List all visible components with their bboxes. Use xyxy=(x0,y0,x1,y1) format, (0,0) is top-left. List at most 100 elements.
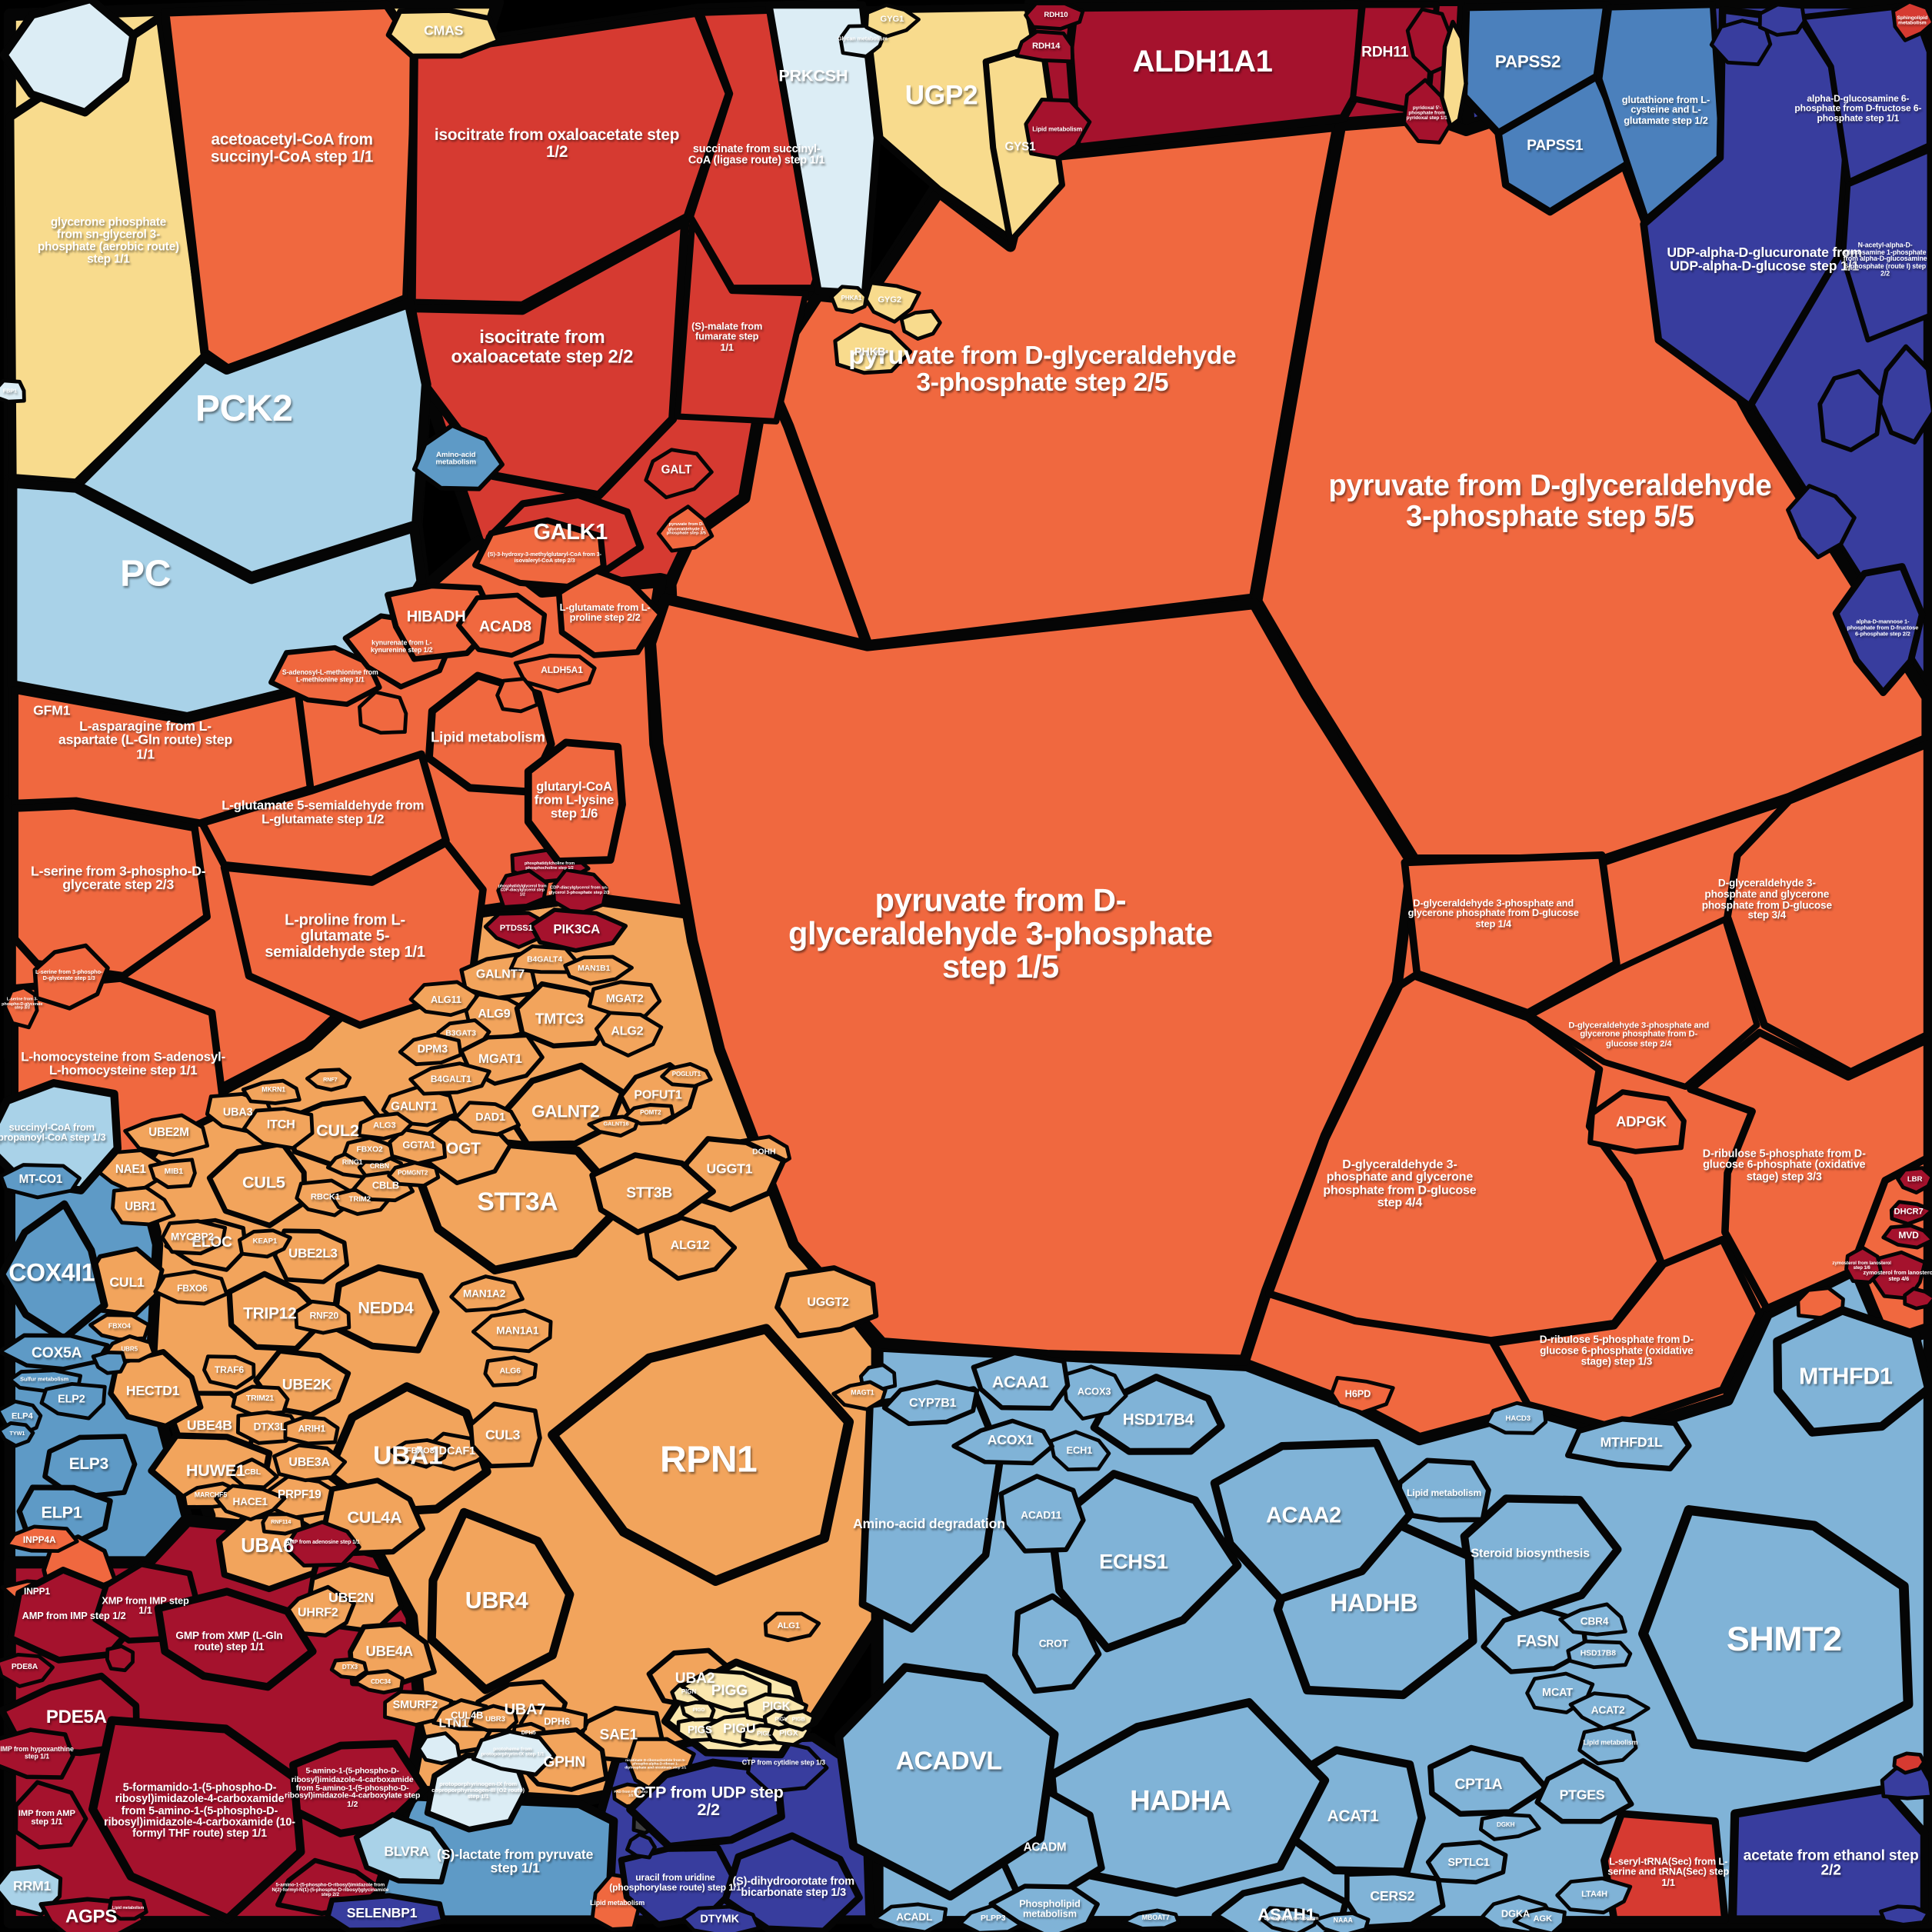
treemap-cell xyxy=(1903,1287,1932,1311)
treemap-cell xyxy=(329,1264,440,1354)
treemap-cell xyxy=(1832,563,1926,697)
treemap-cell xyxy=(5,1524,79,1554)
treemap-cell xyxy=(1401,851,1621,1017)
treemap-cell xyxy=(42,1434,138,1501)
treemap-cell xyxy=(838,24,887,58)
treemap-cell xyxy=(675,218,809,425)
treemap-cell xyxy=(1014,29,1074,64)
treemap-cell xyxy=(241,1078,301,1105)
treemap-cell xyxy=(1489,1235,1764,1431)
treemap-cell xyxy=(154,1587,317,1691)
treemap-cell xyxy=(417,1731,461,1766)
treemap-cell xyxy=(1891,0,1932,42)
treemap-cell xyxy=(1587,1089,1687,1154)
treemap-cell xyxy=(774,1265,879,1339)
treemap-cell xyxy=(656,505,715,553)
treemap-cell xyxy=(161,0,421,375)
treemap-cell xyxy=(1889,1200,1932,1226)
treemap-cell xyxy=(3,985,39,1030)
treemap-cell xyxy=(357,1111,414,1141)
treemap-cell xyxy=(881,1380,980,1427)
treemap-cell xyxy=(587,1114,640,1138)
treemap-cell xyxy=(1047,1470,1242,1653)
treemap-cell xyxy=(88,1716,305,1924)
treemap-cell xyxy=(644,448,714,500)
treemap-cell xyxy=(105,1644,135,1673)
treemap-cell xyxy=(108,1348,204,1430)
treemap-cell xyxy=(555,567,665,658)
treemap-cell xyxy=(1568,1691,1651,1730)
treemap-cell xyxy=(1330,1375,1395,1414)
treemap-cell xyxy=(91,1350,128,1375)
treemap-cell xyxy=(1724,740,1931,1076)
treemap-cell xyxy=(645,593,1418,1366)
treemap-cell xyxy=(495,677,540,714)
treemap-cell xyxy=(468,1704,518,1733)
treemap-cell xyxy=(353,1669,405,1695)
treemap-cell xyxy=(1478,1812,1541,1841)
treemap-cell xyxy=(680,1700,716,1722)
treemap-cell xyxy=(283,1520,361,1568)
treemap-cell xyxy=(88,1313,151,1341)
treemap-cell xyxy=(353,1812,452,1885)
treemap-cell xyxy=(1577,1725,1638,1766)
treemap-cell xyxy=(471,1729,557,1777)
treemap-cell xyxy=(971,1350,1071,1411)
treemap-cell xyxy=(1405,7,1455,75)
treemap-cell xyxy=(398,1032,463,1067)
treemap-cell xyxy=(1878,1904,1930,1927)
treemap-cell xyxy=(385,8,502,59)
treemap-cell xyxy=(833,322,913,375)
treemap-cell xyxy=(0,1421,35,1448)
treemap-cell xyxy=(513,653,597,694)
treemap-cell xyxy=(0,378,26,404)
treemap-cell xyxy=(123,1113,210,1157)
treemap-cell xyxy=(238,1228,292,1259)
treemap-cell xyxy=(407,217,690,500)
treemap-cell xyxy=(1401,78,1456,145)
treemap-cell xyxy=(111,1185,176,1227)
treemap-cell xyxy=(449,1274,525,1313)
treemap-cell xyxy=(1840,148,1932,343)
treemap-cell xyxy=(1258,1906,1320,1932)
treemap-cell xyxy=(899,309,942,341)
treemap-cell xyxy=(622,1103,675,1126)
treemap-cell xyxy=(1844,1245,1883,1284)
treemap-cell xyxy=(230,1457,279,1490)
treemap-cell xyxy=(107,1896,148,1921)
treemap-cell xyxy=(1757,2,1807,37)
treemap-cell xyxy=(1687,1028,1931,1313)
treemap-cell xyxy=(456,592,548,658)
treemap-cell xyxy=(872,1902,948,1932)
treemap-cell xyxy=(214,1484,287,1522)
treemap-cell xyxy=(153,1269,229,1306)
treemap-cell xyxy=(1773,1306,1932,1437)
treemap-cell xyxy=(644,1215,738,1281)
treemap-cell xyxy=(283,1415,340,1446)
treemap-cell xyxy=(411,423,505,491)
treemap-cell xyxy=(294,1299,351,1335)
treemap-cell xyxy=(988,1884,1100,1932)
treemap-cell xyxy=(1555,1876,1633,1915)
treemap-cell xyxy=(0,1652,55,1688)
treemap-cell xyxy=(1566,1639,1633,1670)
treemap-cell xyxy=(588,980,662,1018)
treemap-cell xyxy=(0,0,138,117)
treemap-cell xyxy=(1564,1416,1692,1472)
treemap-cell xyxy=(625,1832,657,1860)
treemap-cell xyxy=(508,944,578,974)
treemap-cell xyxy=(1061,1364,1128,1421)
treemap-cell xyxy=(11,801,211,980)
treemap-cell xyxy=(32,943,110,1011)
treemap-cell xyxy=(563,954,634,986)
treemap-cell xyxy=(160,1219,228,1256)
treemap-cell xyxy=(721,1832,863,1932)
treemap-cell xyxy=(148,1158,197,1189)
treemap-cell xyxy=(1494,72,1638,216)
treemap-cell xyxy=(281,1584,356,1637)
treemap-cell xyxy=(1210,1438,1414,1604)
treemap-cell xyxy=(998,1474,1086,1554)
treemap-cell xyxy=(1024,97,1092,161)
